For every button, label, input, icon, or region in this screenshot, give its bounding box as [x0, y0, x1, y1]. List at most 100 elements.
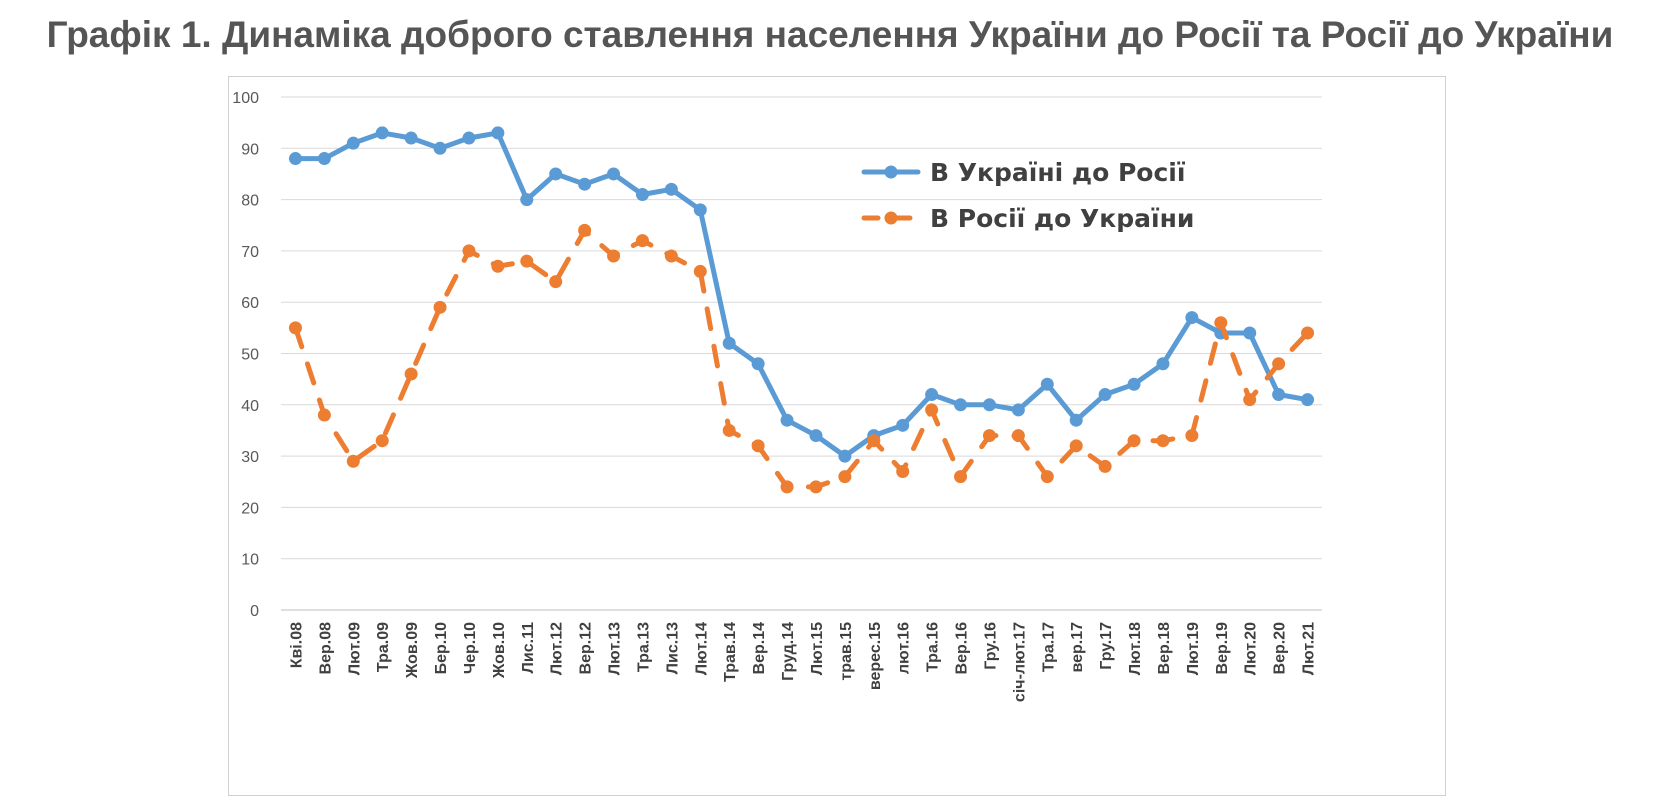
- data-point-s1-15: [722, 336, 736, 350]
- x-tick-label: Гру.17: [1098, 622, 1115, 670]
- x-tick-label: січ-лют.17: [1011, 622, 1028, 702]
- data-point-s1-1: [317, 152, 331, 166]
- y-tick-label: 50: [241, 347, 259, 364]
- x-tick-label: трав.15: [838, 622, 855, 681]
- data-point-s1-4: [404, 131, 418, 145]
- data-point-s2-34: [1272, 357, 1286, 371]
- x-tick-label: вер.17: [1069, 622, 1086, 673]
- data-point-s2-22: [925, 403, 939, 417]
- data-point-s1-35: [1301, 393, 1315, 407]
- data-point-s2-10: [578, 223, 592, 237]
- data-point-s1-24: [982, 398, 996, 412]
- x-tick-label: Тра.13: [635, 622, 652, 672]
- legend-label-1: В Україні до Росії: [930, 158, 1186, 187]
- x-tick-label: Лют.21: [1301, 622, 1318, 675]
- legend-marker-2: [884, 211, 898, 225]
- y-tick-label: 90: [241, 141, 259, 158]
- data-point-s1-26: [1040, 377, 1054, 391]
- data-point-s2-11: [607, 249, 621, 263]
- x-tick-label: Лют.13: [607, 622, 624, 675]
- chart-title: Графік 1. Динаміка доброго ставлення нас…: [46, 14, 1614, 55]
- data-point-s2-33: [1243, 393, 1257, 407]
- data-point-s1-17: [780, 413, 794, 427]
- x-tick-label: Лют.12: [549, 622, 566, 675]
- data-point-s2-1: [317, 408, 331, 422]
- data-point-s1-12: [635, 187, 649, 201]
- x-tick-label: Лют.20: [1243, 622, 1260, 675]
- data-point-s1-34: [1272, 388, 1286, 402]
- data-point-s1-19: [838, 449, 852, 463]
- x-tick-label: верес.15: [867, 622, 884, 690]
- x-tick-label: Тра.17: [1040, 622, 1057, 672]
- legend-marker-1: [884, 165, 898, 179]
- x-tick-label: Груд.14: [780, 622, 797, 681]
- data-point-s2-8: [520, 254, 534, 268]
- y-tick-label: 40: [241, 398, 259, 415]
- x-tick-label: лют.16: [896, 622, 913, 674]
- x-tick-label: Вер.20: [1272, 622, 1289, 675]
- data-point-s2-13: [664, 249, 678, 263]
- series-line-2: [293, 227, 1310, 490]
- x-tick-label: Вер.08: [317, 622, 334, 675]
- data-point-s1-11: [607, 167, 621, 181]
- data-point-s1-23: [954, 398, 968, 412]
- data-point-s2-3: [375, 434, 389, 448]
- data-point-s2-9: [549, 275, 563, 289]
- y-tick-label: 80: [241, 193, 259, 210]
- x-tick-label: Трав.14: [722, 622, 739, 682]
- x-tick-label: Бер.10: [433, 622, 450, 675]
- data-point-s1-3: [375, 126, 389, 140]
- data-point-s2-20: [867, 434, 881, 448]
- data-point-s1-27: [1069, 413, 1083, 427]
- data-point-s1-18: [809, 429, 823, 443]
- data-point-s2-17: [780, 480, 794, 494]
- y-tick-label: 10: [241, 552, 259, 569]
- y-tick-label: 20: [241, 500, 259, 517]
- data-point-s2-21: [896, 464, 910, 478]
- data-point-s1-16: [751, 357, 765, 371]
- data-point-s2-15: [722, 423, 736, 437]
- data-point-s1-5: [433, 141, 447, 155]
- data-point-s2-27: [1069, 439, 1083, 453]
- data-point-s1-2: [346, 136, 360, 150]
- data-point-s1-9: [549, 167, 563, 181]
- data-point-s1-0: [288, 152, 302, 166]
- data-point-s2-2: [346, 454, 360, 468]
- data-point-s1-31: [1185, 311, 1199, 325]
- x-tick-label: Лют.18: [1127, 622, 1144, 675]
- y-tick-label: 60: [241, 295, 259, 312]
- x-tick-label: Лис.11: [520, 622, 537, 673]
- data-point-s2-12: [635, 234, 649, 248]
- data-point-s2-7: [491, 259, 505, 273]
- data-point-s2-4: [404, 367, 418, 381]
- data-point-s1-33: [1243, 326, 1257, 340]
- data-point-s2-16: [751, 439, 765, 453]
- data-point-s2-26: [1040, 470, 1054, 484]
- data-point-s2-32: [1214, 316, 1228, 330]
- data-point-s2-6: [462, 244, 476, 258]
- data-point-s1-28: [1098, 388, 1112, 402]
- x-tick-label: Тра.16: [925, 622, 942, 672]
- data-point-s1-30: [1156, 357, 1170, 371]
- data-point-s1-25: [1011, 403, 1025, 417]
- data-point-s2-24: [982, 429, 996, 443]
- data-point-s1-13: [664, 182, 678, 196]
- x-tick-label: Жов.10: [491, 622, 508, 679]
- data-point-s2-28: [1098, 459, 1112, 473]
- x-tick-label: Лис.13: [664, 622, 681, 674]
- x-tick-label: Чер.10: [462, 622, 479, 674]
- data-point-s2-23: [954, 470, 968, 484]
- data-point-s1-7: [491, 126, 505, 140]
- x-tick-label: Лют.19: [1185, 622, 1202, 675]
- data-point-s2-5: [433, 300, 447, 314]
- x-tick-label: Жов.09: [404, 622, 421, 679]
- x-tick-label: Вер.19: [1214, 622, 1231, 675]
- x-tick-label: Вер.16: [954, 622, 971, 675]
- data-point-s2-29: [1127, 434, 1141, 448]
- data-point-s1-29: [1127, 377, 1141, 391]
- data-point-s2-31: [1185, 429, 1199, 443]
- chart-frame: [228, 76, 1446, 796]
- data-point-s2-19: [838, 470, 852, 484]
- data-point-s2-14: [693, 264, 707, 278]
